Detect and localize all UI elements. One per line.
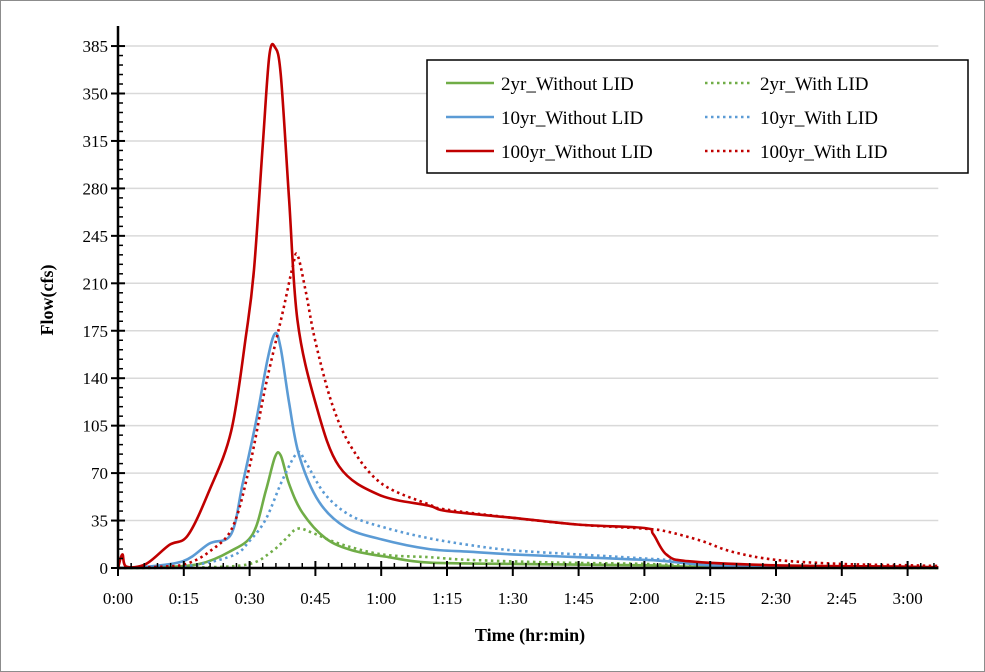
y-tick-label: 105 <box>83 417 109 436</box>
series-line-10yr-without-lid <box>117 331 939 570</box>
legend: 2yr_Without LID 2yr_With LID 10yr_Without … <box>426 59 969 174</box>
y-tick-label: 385 <box>83 37 109 56</box>
series-line-2yr-without-lid <box>117 450 939 570</box>
axes: 0 35 70 105 140 175 210 245 280 315 350 385 0:00 0:15… <box>83 26 939 608</box>
x-tick-label: 0:15 <box>169 589 199 608</box>
y-tick-label: 140 <box>83 369 109 388</box>
x-tick-label: 1:00 <box>366 589 396 608</box>
x-tick-label: 1:15 <box>432 589 462 608</box>
legend-label: 100yr_Without LID <box>501 142 653 163</box>
x-tick-label: 2:45 <box>827 589 857 608</box>
y-tick-label: 315 <box>83 132 109 151</box>
legend-label: 10yr_With LID <box>760 108 878 129</box>
series-lines <box>116 42 939 570</box>
x-axis-label: Time (hr:min) <box>475 625 585 646</box>
x-tick-label: 0:45 <box>300 589 330 608</box>
x-tick-label: 2:15 <box>695 589 725 608</box>
x-tick-label: 0:30 <box>234 589 264 608</box>
x-tick-label: 2:00 <box>629 589 659 608</box>
y-tick-label: 245 <box>83 227 109 246</box>
y-tick-label: 35 <box>91 512 108 531</box>
series-line-100yr-without-lid <box>116 42 939 569</box>
y-tick-label: 175 <box>83 322 109 341</box>
legend-label: 10yr_Without LID <box>501 108 643 129</box>
y-axis-label: Flow(cfs) <box>37 265 58 336</box>
series-line-10yr-with-lid <box>117 450 939 570</box>
series-line-100yr-with-lid <box>117 252 939 570</box>
y-tick-label: 350 <box>83 85 109 104</box>
x-tick-label: 1:45 <box>563 589 593 608</box>
x-tick-label: 2:30 <box>761 589 791 608</box>
y-tick-label: 210 <box>83 274 109 293</box>
legend-label: 2yr_Without LID <box>501 74 634 95</box>
y-tick-label: 0 <box>100 559 109 578</box>
x-tick-label: 3:00 <box>892 589 922 608</box>
legend-label: 2yr_With LID <box>760 74 868 95</box>
legend-label: 100yr_With LID <box>760 142 887 163</box>
legend-box <box>426 59 969 174</box>
y-tick-label: 280 <box>83 179 109 198</box>
y-tick-label: 70 <box>91 464 108 483</box>
x-tick-label: 1:30 <box>498 589 528 608</box>
x-tick-label: 0:00 <box>103 589 133 608</box>
